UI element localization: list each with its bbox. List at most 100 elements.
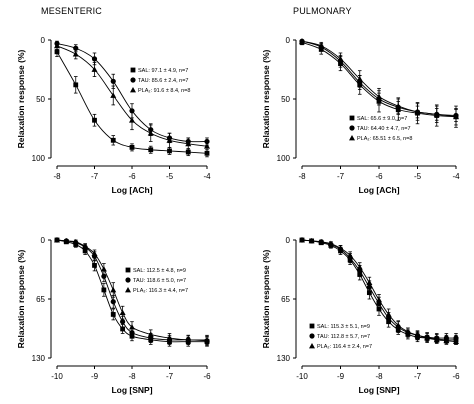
data-point-triangle bbox=[129, 117, 135, 123]
data-point-triangle bbox=[166, 335, 173, 341]
data-point-square bbox=[120, 326, 126, 332]
data-point-triangle bbox=[54, 42, 60, 49]
data-point-triangle bbox=[100, 266, 107, 272]
x-tick-label: -7 bbox=[91, 172, 99, 181]
data-point-triangle bbox=[376, 93, 382, 100]
data-point-triangle bbox=[433, 111, 440, 117]
x-axis-label: Log [ACh] bbox=[358, 185, 399, 195]
data-point-triangle bbox=[347, 252, 354, 258]
legend-label: SAL: 115.3 ± 5.1, n=9 bbox=[317, 324, 370, 330]
data-point-triangle bbox=[204, 336, 210, 343]
legend-marker-circle bbox=[309, 333, 315, 339]
series-triangle: PLA₂: 116.3 ± 4.4, n=7 bbox=[54, 237, 210, 345]
y-tick-label: 50 bbox=[36, 95, 45, 104]
data-point-square bbox=[92, 117, 97, 123]
y-tick-label: 0 bbox=[286, 236, 291, 245]
legend-label: PLA₂: 91.6 ± 8.4, n=8 bbox=[138, 88, 190, 94]
x-tick-label: -7 bbox=[414, 372, 422, 381]
data-point-triangle bbox=[337, 55, 344, 62]
x-tick-label: -7 bbox=[337, 172, 345, 181]
axes: 0 50 100 -8 -7 -6 -5 -4 Log [ACh] Relaxation resp… bbox=[261, 36, 460, 195]
data-point-triangle bbox=[185, 336, 192, 343]
legend-marker-circle bbox=[130, 77, 136, 83]
series-triangle: PLA₂: 116.4 ± 2.4, n=7 bbox=[299, 237, 459, 350]
legend-label: PLA₂: 116.3 ± 4.4, n=7 bbox=[133, 288, 188, 294]
data-point-triangle bbox=[72, 238, 79, 245]
data-point-triangle bbox=[166, 137, 173, 143]
x-tick-label: -8 bbox=[298, 172, 306, 181]
data-point-triangle bbox=[395, 103, 402, 109]
x-axis-label: Log [SNP] bbox=[358, 385, 399, 395]
data-point-square bbox=[92, 263, 97, 268]
series-curve bbox=[56, 45, 208, 147]
data-point-triangle bbox=[308, 237, 315, 244]
data-point-triangle bbox=[385, 311, 392, 317]
y-axis-label: Relaxation response (%) bbox=[16, 249, 26, 348]
data-point-triangle bbox=[299, 38, 305, 44]
data-point-triangle bbox=[147, 130, 154, 136]
data-point-circle bbox=[110, 299, 116, 305]
data-point-square bbox=[148, 147, 154, 153]
ach-pulmonary-chart: 0 50 100 -8 -7 -6 -5 -4 Log [ACh] Relaxation resp… bbox=[261, 36, 460, 195]
x-tick-label: -6 bbox=[128, 172, 136, 181]
legend-marker-circle bbox=[125, 277, 131, 283]
data-point-triangle bbox=[356, 264, 363, 270]
data-point-triangle bbox=[453, 113, 459, 120]
data-point-triangle bbox=[185, 140, 192, 147]
mesenteric-title: MESENTERIC bbox=[41, 6, 103, 16]
x-tick-label: -8 bbox=[53, 172, 61, 181]
data-point-triangle bbox=[356, 75, 363, 82]
legend-marker-square bbox=[125, 267, 131, 273]
data-point-square bbox=[54, 49, 60, 55]
pulmonary-title: PULMONARY bbox=[293, 6, 352, 16]
y-tick-label: 130 bbox=[32, 354, 46, 363]
x-tick-label: -6 bbox=[375, 172, 383, 181]
x-tick-label: -8 bbox=[128, 372, 136, 381]
y-tick-label: 0 bbox=[41, 36, 46, 45]
x-tick-label: -10 bbox=[51, 372, 63, 381]
data-point-triangle bbox=[299, 237, 305, 243]
data-point-triangle bbox=[110, 92, 117, 98]
legend-label: PLA₂: 116.4 ± 2.4, n=7 bbox=[317, 344, 372, 350]
y-tick-label: 130 bbox=[277, 354, 291, 363]
data-point-triangle bbox=[443, 337, 450, 344]
x-tick-label: -4 bbox=[452, 172, 460, 181]
legend-marker-triangle bbox=[309, 343, 315, 349]
legend-label: PLA₂: 65.51 ± 6.5, n=8 bbox=[357, 136, 412, 142]
data-point-triangle bbox=[327, 240, 334, 247]
y-tick-label: 0 bbox=[41, 236, 46, 245]
data-point-triangle bbox=[433, 336, 440, 343]
x-axis-label: Log [ACh] bbox=[111, 185, 152, 195]
data-point-triangle bbox=[424, 335, 431, 341]
data-point-triangle bbox=[63, 237, 70, 244]
series-triangle: PLA₂: 65.51 ± 6.5, n=8 bbox=[299, 38, 459, 142]
x-axis-label: Log [SNP] bbox=[111, 385, 152, 395]
data-point-triangle bbox=[318, 42, 325, 49]
data-point-triangle bbox=[376, 296, 382, 303]
ach-mesenteric-chart: 0 50 100 -8 -7 -6 -5 -4 Log [ACh] Relaxation resp… bbox=[16, 36, 211, 195]
data-point-square bbox=[101, 287, 107, 293]
data-point-circle bbox=[91, 56, 98, 62]
y-tick-label: 65 bbox=[281, 295, 290, 304]
x-tick-label: -9 bbox=[337, 372, 345, 381]
legend-marker-square bbox=[130, 67, 136, 73]
data-point-circle bbox=[110, 78, 116, 84]
data-point-triangle bbox=[337, 245, 344, 251]
x-tick-label: -4 bbox=[203, 172, 211, 181]
data-point-triangle bbox=[453, 338, 459, 345]
legend-marker-triangle bbox=[130, 87, 136, 93]
snp-pulmonary-chart: 0 65 130 -10 -9 -8 -7 -6 Log [SNP] Relaxation res… bbox=[261, 236, 460, 395]
legend-marker-triangle bbox=[125, 287, 131, 293]
data-point-triangle bbox=[414, 332, 421, 338]
data-point-triangle bbox=[147, 331, 154, 337]
y-axis-label: Relaxation response (%) bbox=[261, 249, 271, 348]
legend-label: SAL: 65.6 ± 9.0, n=7 bbox=[357, 116, 407, 122]
legend-marker-circle bbox=[349, 125, 355, 131]
legend-label: SAL: 97.1 ± 4.9, n=7 bbox=[138, 68, 188, 74]
y-axis-label: Relaxation response (%) bbox=[16, 49, 26, 148]
x-tick-label: -6 bbox=[452, 372, 460, 381]
legend-marker-triangle bbox=[349, 135, 355, 141]
data-point-triangle bbox=[54, 237, 60, 243]
legend-label: TAU: 112.8 ± 5.7, n=7 bbox=[317, 334, 370, 340]
data-point-circle bbox=[101, 273, 107, 279]
